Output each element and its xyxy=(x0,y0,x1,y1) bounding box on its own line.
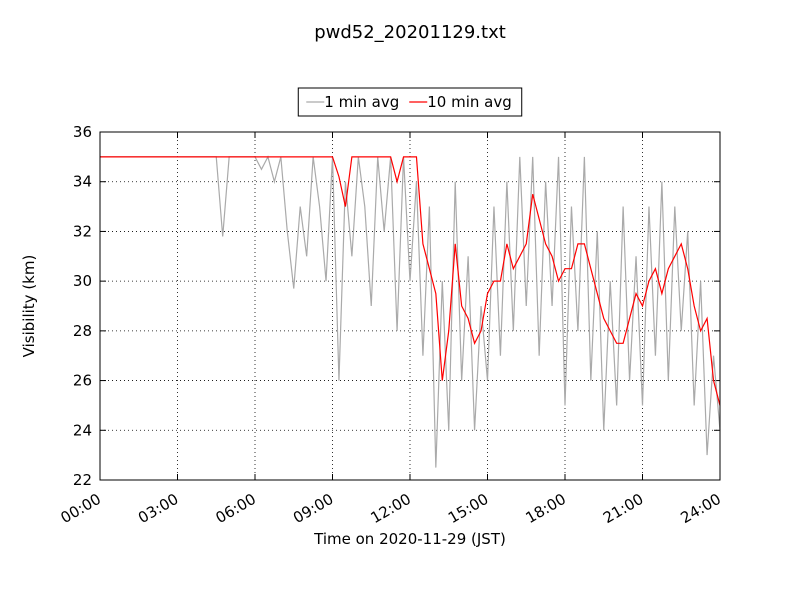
y-tick-label: 28 xyxy=(73,322,92,340)
x-tick-label: 09:00 xyxy=(290,490,336,527)
x-tick-label: 21:00 xyxy=(600,490,646,527)
x-tick-label: 24:00 xyxy=(678,490,724,527)
chart-title: pwd52_20201129.txt xyxy=(314,22,506,43)
legend-label: 1 min avg xyxy=(324,93,399,111)
y-tick-label: 24 xyxy=(73,421,92,439)
y-axis-label: Visibility (km) xyxy=(20,255,38,358)
y-tick-label: 36 xyxy=(73,123,92,141)
y-tick-label: 30 xyxy=(73,272,92,290)
series-line xyxy=(100,156,721,406)
legend-label: 10 min avg xyxy=(427,93,512,111)
x-tick-label: 15:00 xyxy=(445,490,491,527)
y-tick-label: 32 xyxy=(73,222,92,240)
y-tick-label: 34 xyxy=(73,173,92,191)
legend: 1 min avg 10 min avg xyxy=(297,87,523,117)
x-tick-label: 03:00 xyxy=(135,490,181,527)
x-tick-label: 12:00 xyxy=(368,490,414,527)
x-tick-label: 00:00 xyxy=(58,490,104,527)
x-axis-label: Time on 2020-11-29 (JST) xyxy=(313,530,506,548)
plot-frame xyxy=(99,131,721,481)
y-tick-label: 22 xyxy=(73,471,92,489)
x-tick-label: 06:00 xyxy=(213,490,259,527)
y-tick-label: 26 xyxy=(73,372,92,390)
x-tick-label: 18:00 xyxy=(523,490,569,527)
